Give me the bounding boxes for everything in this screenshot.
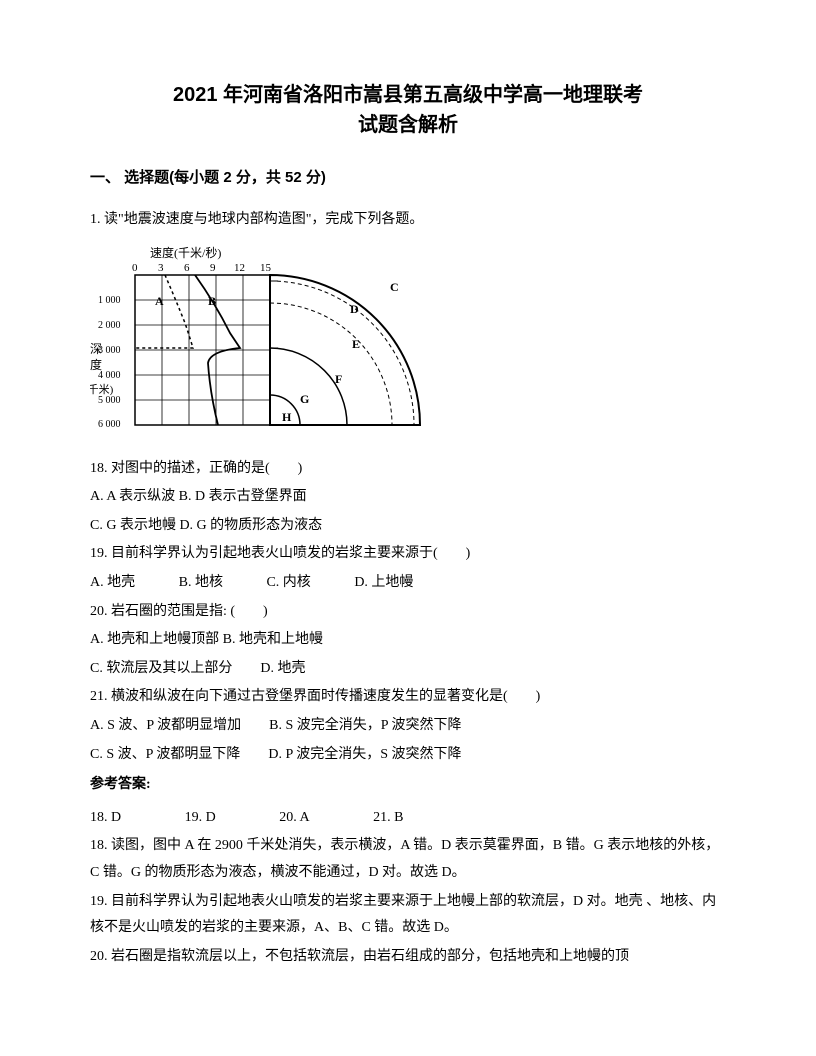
svg-text:H: H [282,410,292,424]
svg-text:(千米): (千米) [90,383,114,396]
q20-options-cd: C. 软流层及其以上部分 D. 地壳 [90,656,726,683]
q21-options-ab: A. S 波、P 波都明显增加 B. S 波完全消失，P 波突然下降 [90,713,726,740]
svg-text:6 000: 6 000 [98,419,121,430]
svg-text:C: C [390,280,399,294]
svg-text:B: B [208,294,216,308]
ans-18: 18. D [90,810,121,825]
svg-text:12: 12 [234,262,245,274]
svg-text:度: 度 [90,357,102,372]
svg-text:1 000: 1 000 [98,295,121,306]
q19-options: A. 地壳 B. 地核 C. 内核 D. 上地幔 [90,570,726,597]
q21-stem: 21. 横波和纵波在向下通过古登堡界面时传播速度发生的显著变化是( ) [90,684,726,711]
svg-text:2 000: 2 000 [98,320,121,331]
svg-text:深: 深 [90,342,102,356]
svg-text:D: D [350,302,359,316]
q19-optD: D. 上地幔 [354,575,413,590]
explanation-19: 19. 目前科学界认为引起地表火山喷发的岩浆主要来源于上地幔上部的软流层，D 对… [90,889,726,942]
q18-options-ab: A. A 表示纵波 B. D 表示古登堡界面 [90,484,726,511]
ans-20: 20. A [279,810,309,825]
q18-options-cd: C. G 表示地幔 D. G 的物质形态为液态 [90,513,726,540]
svg-text:E: E [352,337,360,351]
q19-optC: C. 内核 [266,575,310,590]
q18-stem: 18. 对图中的描述，正确的是( ) [90,456,726,483]
section-header: 一、 选择题(每小题 2 分，共 52 分) [90,164,726,193]
svg-text:15: 15 [260,262,272,274]
svg-text:9: 9 [210,262,216,274]
q19-optA: A. 地壳 [90,575,135,590]
question-1-intro: 1. 读"地震波速度与地球内部构造图"，完成下列各题。 [90,207,726,234]
title-line-1: 2021 年河南省洛阳市嵩县第五高级中学高一地理联考 [90,80,726,110]
svg-text:6: 6 [184,262,190,274]
ans-21: 21. B [373,810,403,825]
q20-stem: 20. 岩石圈的范围是指: ( ) [90,599,726,626]
answers-row: 18. D 19. D 20. A 21. B [90,805,726,832]
explanation-18: 18. 读图，图中 A 在 2900 千米处消失，表示横波，A 错。D 表示莫霍… [90,833,726,886]
svg-text:3: 3 [158,262,164,274]
svg-text:F: F [335,372,342,386]
svg-text:A: A [155,294,164,308]
seismic-figure: 速度(千米/秒) 0 3 6 9 12 15 1 000 2 000 3 000… [90,243,726,444]
q20-options-ab: A. 地壳和上地幔顶部 B. 地壳和上地幔 [90,627,726,654]
q21-options-cd: C. S 波、P 波都明显下降 D. P 波完全消失，S 波突然下降 [90,742,726,769]
svg-text:G: G [300,392,309,406]
exam-title: 2021 年河南省洛阳市嵩县第五高级中学高一地理联考 试题含解析 [90,80,726,140]
svg-text:0: 0 [132,262,138,274]
title-line-2: 试题含解析 [90,110,726,140]
ans-19: 19. D [185,810,216,825]
svg-text:5 000: 5 000 [98,395,121,406]
explanation-20: 20. 岩石圈是指软流层以上，不包括软流层，由岩石组成的部分，包括地壳和上地幔的… [90,944,726,971]
q19-optB: B. 地核 [179,575,223,590]
answer-key-header: 参考答案: [90,772,726,799]
q19-stem: 19. 目前科学界认为引起地表火山喷发的岩浆主要来源于( ) [90,541,726,568]
x-axis-label: 速度(千米/秒) [150,245,221,260]
